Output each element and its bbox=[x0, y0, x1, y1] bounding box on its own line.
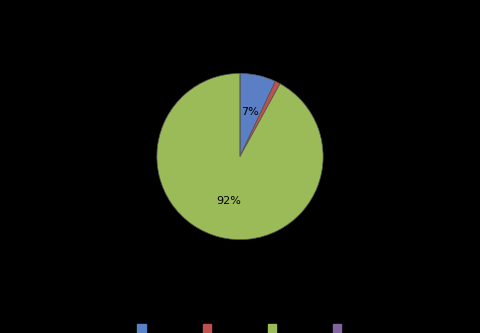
Wedge shape bbox=[240, 81, 280, 157]
Wedge shape bbox=[157, 73, 323, 240]
Text: 92%: 92% bbox=[216, 196, 241, 206]
Wedge shape bbox=[240, 73, 276, 157]
Text: 7%: 7% bbox=[241, 107, 259, 117]
Legend: , , , : , , , bbox=[137, 323, 343, 333]
